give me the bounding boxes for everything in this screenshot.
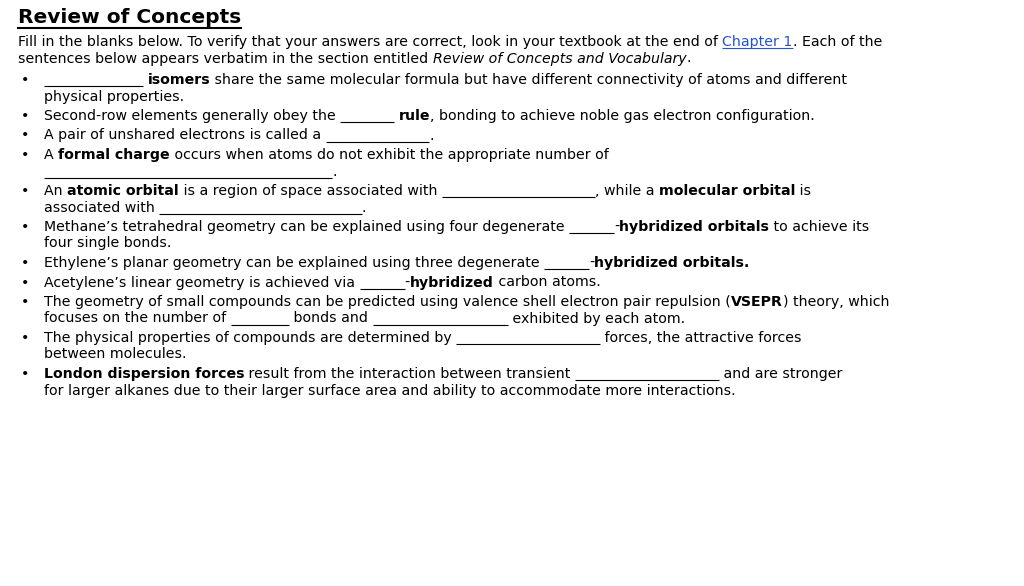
Text: sentences below appears verbatim in the section entitled: sentences below appears verbatim in the …	[18, 52, 432, 66]
Text: The physical properties of compounds are determined by: The physical properties of compounds are…	[44, 331, 457, 345]
Text: •: •	[22, 295, 30, 309]
Text: associated with: associated with	[44, 200, 160, 214]
Text: .: .	[361, 200, 367, 214]
Text: •: •	[22, 256, 30, 270]
Text: carbon atoms.: carbon atoms.	[494, 275, 600, 289]
Text: The geometry of small compounds can be predicted using valence shell electron pa: The geometry of small compounds can be p…	[44, 295, 731, 309]
Text: -: -	[589, 256, 594, 270]
Text: A pair of unshared electrons is called a: A pair of unshared electrons is called a	[44, 128, 326, 142]
Text: VSEPR: VSEPR	[731, 295, 782, 309]
Text: Ethylene’s planar geometry can be explained using three degenerate: Ethylene’s planar geometry can be explai…	[44, 256, 544, 270]
Text: •: •	[22, 148, 30, 162]
Text: -: -	[614, 220, 620, 234]
Text: is: is	[795, 184, 811, 198]
Text: forces, the attractive forces: forces, the attractive forces	[600, 331, 802, 345]
Text: Methane’s tetrahedral geometry can be explained using four degenerate: Methane’s tetrahedral geometry can be ex…	[44, 220, 569, 234]
Text: and are stronger: and are stronger	[720, 367, 843, 381]
Text: Chapter 1: Chapter 1	[722, 35, 793, 49]
Text: , while a: , while a	[595, 184, 658, 198]
Text: , bonding to achieve noble gas electron configuration.: , bonding to achieve noble gas electron …	[430, 109, 815, 123]
Text: -: -	[404, 275, 410, 289]
Text: Second-row elements generally obey the: Second-row elements generally obey the	[44, 109, 340, 123]
Text: . Each of the: . Each of the	[793, 35, 882, 49]
Text: ) theory, which: ) theory, which	[782, 295, 889, 309]
Text: for larger alkanes due to their larger surface area and ability to accommodate m: for larger alkanes due to their larger s…	[44, 383, 735, 397]
Text: •: •	[22, 275, 30, 289]
Text: molecular orbital: molecular orbital	[658, 184, 795, 198]
Text: hybridized orbitals: hybridized orbitals	[620, 220, 769, 234]
Text: to achieve its: to achieve its	[769, 220, 869, 234]
Text: •: •	[22, 220, 30, 234]
Text: physical properties.: physical properties.	[44, 90, 184, 104]
Text: Fill in the blanks below. To verify that your answers are correct, look in your : Fill in the blanks below. To verify that…	[18, 35, 722, 49]
Text: focuses on the number of: focuses on the number of	[44, 312, 230, 325]
Text: formal charge: formal charge	[58, 148, 170, 162]
Text: Review of Concepts and Vocabulary: Review of Concepts and Vocabulary	[432, 52, 686, 66]
Text: .: .	[429, 128, 433, 142]
Text: •: •	[22, 331, 30, 345]
Text: is a region of space associated with: is a region of space associated with	[179, 184, 441, 198]
Text: between molecules.: between molecules.	[44, 347, 186, 362]
Text: •: •	[22, 184, 30, 198]
Text: atomic orbital: atomic orbital	[68, 184, 179, 198]
Text: Review of Concepts: Review of Concepts	[18, 8, 242, 27]
Text: Acetylene’s linear geometry is achieved via: Acetylene’s linear geometry is achieved …	[44, 275, 359, 289]
Text: exhibited by each atom.: exhibited by each atom.	[508, 312, 685, 325]
Text: bonds and: bonds and	[289, 312, 373, 325]
Text: isomers: isomers	[147, 73, 210, 87]
Text: .: .	[332, 165, 337, 179]
Text: A: A	[44, 148, 58, 162]
Text: hybridized: hybridized	[410, 275, 494, 289]
Text: •: •	[22, 109, 30, 123]
Text: result from the interaction between transient: result from the interaction between tran…	[245, 367, 575, 381]
Text: rule: rule	[398, 109, 430, 123]
Text: London dispersion forces: London dispersion forces	[44, 367, 245, 381]
Text: occurs when atoms do not exhibit the appropriate number of: occurs when atoms do not exhibit the app…	[170, 148, 608, 162]
Text: •: •	[22, 128, 30, 142]
Text: share the same molecular formula but have different connectivity of atoms and di: share the same molecular formula but hav…	[210, 73, 847, 87]
Text: •: •	[22, 367, 30, 381]
Text: .: .	[686, 52, 691, 66]
Text: •: •	[22, 73, 30, 87]
Text: hybridized orbitals.: hybridized orbitals.	[594, 256, 750, 270]
Text: An: An	[44, 184, 68, 198]
Text: four single bonds.: four single bonds.	[44, 237, 171, 250]
